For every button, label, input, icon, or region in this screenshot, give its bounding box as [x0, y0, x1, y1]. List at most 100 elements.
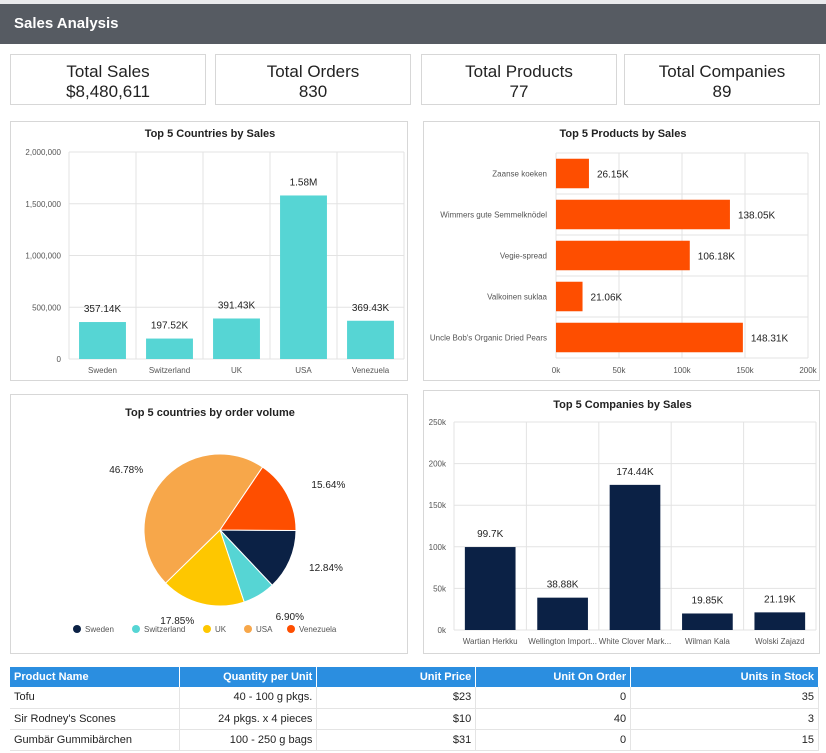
legend-marker — [244, 625, 252, 633]
pie-slice — [219, 466, 297, 532]
bar — [464, 547, 516, 630]
column-header[interactable]: Units in Stock — [630, 667, 819, 687]
x-tick-label: USA — [295, 366, 312, 375]
x-tick-label: 50k — [613, 366, 627, 375]
y-tick-label: Vegie-spread — [500, 252, 547, 261]
kpi-value: $8,480,611 — [66, 82, 150, 101]
order-volume-chart-panel: Top 5 countries by order volume 12.84% 6.9… — [10, 394, 408, 654]
column-header[interactable]: Product Name — [10, 667, 181, 687]
pie-slice — [164, 529, 245, 607]
y-tick-label: 200k — [429, 460, 447, 469]
bar — [754, 612, 806, 630]
data-label: 21.06K — [591, 293, 623, 304]
kpi-total-companies: Total Companies 89 — [624, 54, 820, 105]
x-tick-label: 150k — [736, 366, 754, 375]
bar — [556, 322, 743, 353]
bar — [682, 613, 733, 630]
table-row[interactable]: Sir Rodney's Scones 24 pkgs. x 4 pieces … — [10, 708, 819, 730]
pie-slice — [218, 529, 297, 586]
countries-bar-chart: Top 5 Countries by Sales 0 500,000 1,000,00… — [25, 128, 405, 375]
y-tick-label: 0 — [57, 355, 62, 364]
y-tick-label: 500,000 — [32, 303, 61, 312]
legend-label: Sweden — [85, 625, 114, 634]
table-cell: 35 — [630, 687, 819, 709]
kpi-label: Total Companies — [658, 62, 786, 81]
legend-marker — [203, 625, 211, 633]
data-label: 357.14K — [84, 304, 122, 315]
bar — [537, 597, 588, 630]
slice-label: 46.78% — [109, 465, 143, 476]
slice-label: 17.85% — [160, 616, 194, 627]
x-tick-label: White Clover Mark... — [599, 637, 671, 646]
slice-label: 6.90% — [276, 612, 304, 623]
data-label: 369.43K — [352, 303, 390, 314]
table-cell: 40 - 100 g pkgs. — [179, 687, 318, 709]
x-tick-label: UK — [231, 366, 243, 375]
bar — [556, 199, 730, 230]
table-cell: 24 pkgs. x 4 pieces — [179, 708, 318, 730]
slice-label: 12.84% — [309, 563, 343, 574]
data-label: 197.52K — [151, 321, 189, 332]
data-label: 38.88K — [547, 580, 579, 591]
table-row[interactable]: Tofu 40 - 100 g pkgs. $23 0 35 — [10, 687, 819, 709]
kpi-label: Total Products — [465, 62, 573, 81]
legend-label: UK — [215, 625, 227, 634]
table-cell: 40 — [475, 708, 632, 730]
data-label: 138.05K — [738, 211, 776, 222]
y-tick-label: 50k — [433, 584, 447, 593]
legend-label: Venezuela — [299, 625, 337, 634]
kpi-label: Total Sales — [66, 62, 150, 81]
bar — [556, 281, 583, 312]
y-tick-label: Wimmers gute Semmelknödel — [440, 211, 547, 220]
kpi-total-orders: Total Orders 830 — [215, 54, 411, 105]
legend-marker — [287, 625, 295, 633]
table-cell: 100 - 250 g bags — [179, 729, 318, 751]
bar — [79, 322, 126, 359]
bar — [556, 158, 589, 189]
y-tick-label: 150k — [429, 501, 447, 510]
x-tick-label: Wilman Kala — [685, 637, 730, 646]
kpi-value: 89 — [712, 82, 732, 101]
table-cell: 0 — [475, 729, 632, 751]
column-header[interactable]: Unit On Order — [475, 667, 632, 687]
chart-title: Top 5 countries by order volume — [125, 407, 295, 419]
bar — [556, 240, 690, 271]
table-cell: Gumbär Gummibärchen — [10, 729, 181, 751]
column-header[interactable]: Unit Price — [316, 667, 477, 687]
y-tick-label: 250k — [429, 418, 447, 427]
kpi-value: 77 — [509, 82, 529, 101]
header-bar: Sales Analysis — [0, 0, 826, 44]
legend-marker — [73, 625, 81, 633]
column-header[interactable]: Quantity per Unit — [179, 667, 318, 687]
y-tick-label: 1,500,000 — [25, 200, 61, 209]
table-cell: Sir Rodney's Scones — [10, 708, 181, 730]
table-cell: Tofu — [10, 687, 181, 709]
y-tick-label: 100k — [429, 543, 447, 552]
x-tick-label: 200k — [799, 366, 817, 375]
companies-bar-chart: Top 5 Companies by Sales 0k 50k 100k 150k 200… — [429, 399, 817, 646]
kpi-total-products: Total Products 77 — [421, 54, 617, 105]
table-header-row: Product Name Quantity per Unit Unit Pric… — [10, 667, 819, 687]
kpi-total-sales: Total Sales $8,480,611 — [10, 54, 206, 105]
x-tick-label: 0k — [552, 366, 561, 375]
companies-chart-panel: Top 5 Companies by Sales 0k 50k 100k 150k 200… — [423, 390, 820, 654]
data-label: 174.44K — [616, 467, 654, 478]
legend-label: USA — [256, 625, 273, 634]
countries-chart-panel: Top 5 Countries by Sales 0 500,000 1,000,00… — [10, 121, 408, 381]
products-bar-chart: Top 5 Products by Sales 0k 50k 100k 150k 200k… — [430, 128, 818, 375]
kpi-value: 830 — [298, 82, 328, 101]
x-tick-label: Venezuela — [352, 366, 390, 375]
y-tick-label: Valkoinen suklaa — [487, 293, 547, 302]
table-cell: $23 — [316, 687, 477, 709]
data-label: 19.85K — [692, 595, 724, 606]
table-cell: 15 — [630, 729, 819, 751]
table-cell: $10 — [316, 708, 477, 730]
pie-slice — [143, 453, 264, 584]
x-tick-label: Wartian Herkku — [463, 637, 518, 646]
x-tick-label: Sweden — [88, 366, 117, 375]
order-volume-pie-chart: Top 5 countries by order volume 12.84% 6.9… — [73, 407, 345, 634]
products-chart-panel: Top 5 Products by Sales 0k 50k 100k 150k 200k… — [423, 121, 820, 381]
slice-label: 15.64% — [311, 480, 345, 491]
app-title: Sales Analysis — [14, 15, 119, 32]
table-row[interactable]: Gumbär Gummibärchen 100 - 250 g bags $31… — [10, 729, 819, 751]
